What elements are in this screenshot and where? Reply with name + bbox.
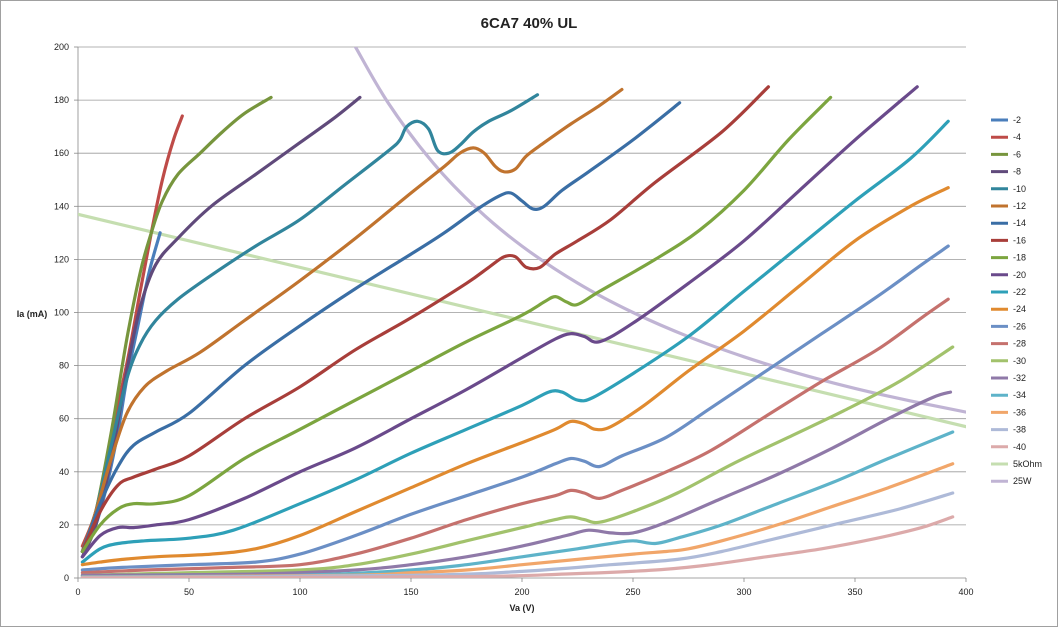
y-tick-label: 40 xyxy=(59,467,69,477)
series-line xyxy=(80,345,955,577)
legend-label: -32 xyxy=(1013,373,1026,383)
series-line xyxy=(80,101,682,554)
axes: 0 20 40 60 80 100 120 140 160 180 200 0 50 100 150 200 2… xyxy=(54,42,974,597)
legend-label: -28 xyxy=(1013,339,1026,349)
x-tick-label: 200 xyxy=(514,587,529,597)
x-tick-label: 0 xyxy=(75,587,80,597)
x-tick-label: 50 xyxy=(184,587,194,597)
legend-label: 5kOhm xyxy=(1013,459,1042,469)
y-tick-label: 60 xyxy=(59,414,69,424)
series-line xyxy=(80,93,540,554)
legend-label: -10 xyxy=(1013,184,1026,194)
x-axis-label: Va (V) xyxy=(509,603,534,613)
series-line xyxy=(80,186,950,567)
legend-label: -2 xyxy=(1013,115,1021,125)
legend-label: -6 xyxy=(1013,149,1021,159)
y-tick-label: 180 xyxy=(54,95,69,105)
legend-label: -30 xyxy=(1013,356,1026,366)
series-line xyxy=(80,95,362,559)
series-line xyxy=(78,212,966,429)
y-tick-label: 140 xyxy=(54,201,69,211)
series-line xyxy=(80,85,919,559)
series-line xyxy=(80,390,953,577)
y-tick-label: 20 xyxy=(59,520,69,530)
y-tick-label: 160 xyxy=(54,148,69,158)
series-line xyxy=(80,244,950,572)
series-line xyxy=(80,87,624,554)
x-tick-label: 100 xyxy=(292,587,307,597)
y-tick-label: 80 xyxy=(59,361,69,371)
series-line xyxy=(80,85,770,554)
series-line xyxy=(80,297,950,575)
y-tick-label: 100 xyxy=(54,308,69,318)
legend-label: -18 xyxy=(1013,253,1026,263)
x-tick-label: 300 xyxy=(736,587,751,597)
legend-label: -14 xyxy=(1013,218,1026,228)
series-line xyxy=(80,515,955,578)
y-tick-label: 0 xyxy=(64,573,69,583)
legend-label: -22 xyxy=(1013,287,1026,297)
series-line xyxy=(80,95,833,554)
series-line xyxy=(80,119,950,564)
legend-label: -8 xyxy=(1013,167,1021,177)
x-tick-label: 400 xyxy=(958,587,973,597)
legend-label: -36 xyxy=(1013,407,1026,417)
legend-label: -12 xyxy=(1013,201,1026,211)
series-line xyxy=(80,95,273,554)
gridlines xyxy=(78,46,966,526)
series-lines xyxy=(78,47,966,578)
series-line xyxy=(80,114,184,548)
legend: -2 -4 -6 -8 -10 -12 -14 -16 -18 -20 -22 -24 -26 -28 -3… xyxy=(991,115,1042,486)
legend-label: -24 xyxy=(1013,304,1026,314)
x-tick-label: 350 xyxy=(847,587,862,597)
legend-label: -26 xyxy=(1013,321,1026,331)
legend-label: -40 xyxy=(1013,442,1026,452)
legend-label: -38 xyxy=(1013,425,1026,435)
series-line xyxy=(353,47,966,414)
y-axis-label: Ia (mA) xyxy=(17,309,48,319)
legend-label: -20 xyxy=(1013,270,1026,280)
chart-title: 6CA7 40% UL xyxy=(481,15,578,32)
x-tick-label: 150 xyxy=(403,587,418,597)
legend-label: -16 xyxy=(1013,235,1026,245)
x-tick-label: 250 xyxy=(625,587,640,597)
legend-label: -4 xyxy=(1013,132,1021,142)
y-tick-label: 200 xyxy=(54,42,69,52)
legend-label: 25W xyxy=(1013,476,1032,486)
legend-label: -34 xyxy=(1013,390,1026,400)
series-line xyxy=(80,430,955,578)
y-tick-label: 120 xyxy=(54,254,69,264)
